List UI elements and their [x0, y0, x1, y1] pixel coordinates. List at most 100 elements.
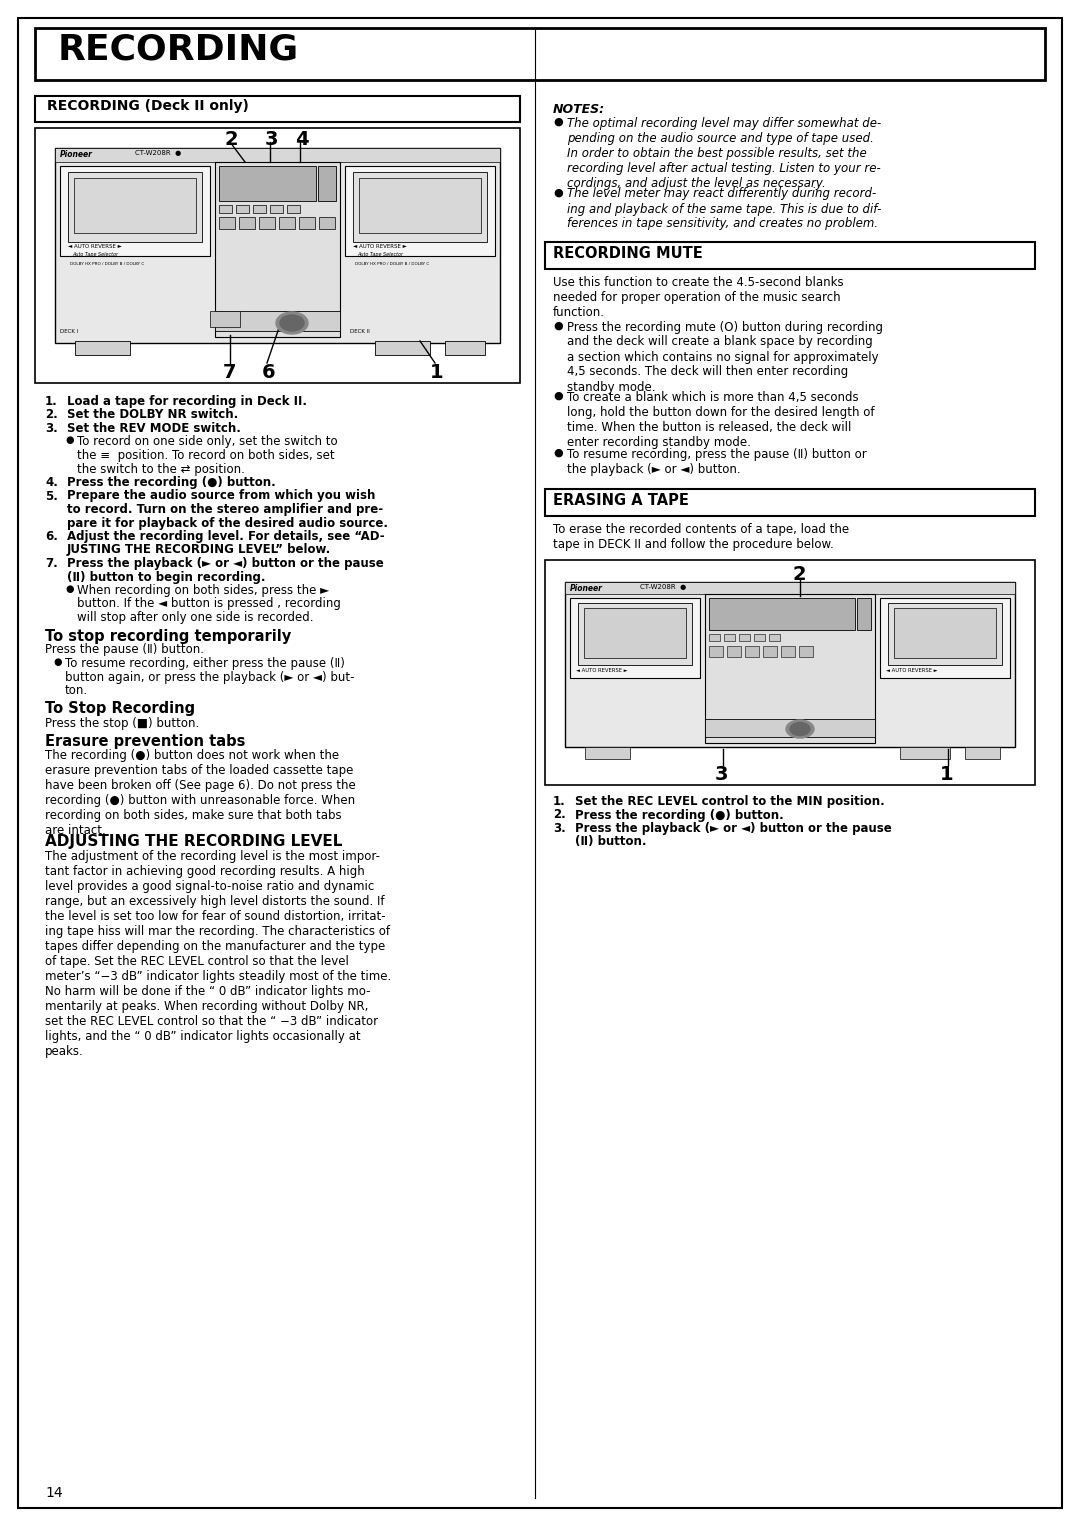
- Bar: [565, 581, 1015, 594]
- Text: Auto Tape Selector: Auto Tape Selector: [72, 252, 118, 256]
- Bar: [570, 598, 700, 678]
- Text: ◄ AUTO REVERSE ►: ◄ AUTO REVERSE ►: [576, 668, 627, 673]
- Text: DECK I: DECK I: [60, 330, 78, 334]
- Bar: [35, 96, 519, 122]
- Bar: [375, 340, 430, 356]
- Text: 1: 1: [940, 765, 954, 784]
- Bar: [219, 166, 316, 201]
- Text: 3: 3: [265, 130, 279, 150]
- Bar: [35, 128, 519, 383]
- Text: to record. Turn on the stereo amplifier and pre-: to record. Turn on the stereo amplifier …: [67, 504, 383, 516]
- Text: (Ⅱ) button.: (Ⅱ) button.: [575, 836, 647, 848]
- Text: The adjustment of the recording level is the most impor-
tant factor in achievin: The adjustment of the recording level is…: [45, 850, 391, 1058]
- Text: RECORDING MUTE: RECORDING MUTE: [553, 246, 703, 261]
- Text: ADJUSTING THE RECORDING LEVEL: ADJUSTING THE RECORDING LEVEL: [45, 835, 342, 848]
- Bar: [215, 162, 340, 337]
- Text: the switch to the ⇄ position.: the switch to the ⇄ position.: [77, 462, 245, 476]
- Bar: [219, 204, 232, 214]
- Bar: [299, 217, 315, 229]
- Text: ◄ AUTO REVERSE ►: ◄ AUTO REVERSE ►: [68, 244, 122, 249]
- Text: 2.: 2.: [45, 409, 57, 421]
- Bar: [237, 204, 249, 214]
- Bar: [55, 148, 500, 162]
- Text: 2.: 2.: [553, 809, 566, 821]
- Bar: [708, 633, 720, 641]
- Text: RECORDING (Deck II only): RECORDING (Deck II only): [48, 99, 248, 113]
- Text: Press the recording (●) button.: Press the recording (●) button.: [575, 809, 784, 821]
- Text: Press the playback (► or ◄) button or the pause: Press the playback (► or ◄) button or th…: [575, 823, 892, 835]
- Text: To resume recording, either press the pause (Ⅱ): To resume recording, either press the pa…: [65, 658, 345, 670]
- Text: Set the REV MODE switch.: Set the REV MODE switch.: [67, 423, 241, 435]
- Bar: [287, 204, 300, 214]
- Text: To stop recording temporarily: To stop recording temporarily: [45, 629, 292, 644]
- Text: To Stop Recording: To Stop Recording: [45, 702, 195, 717]
- Text: 7: 7: [222, 363, 237, 382]
- Bar: [762, 645, 777, 658]
- Text: ●: ●: [553, 320, 563, 331]
- Bar: [578, 603, 692, 665]
- Text: 1: 1: [430, 363, 444, 382]
- Text: ●: ●: [553, 188, 563, 197]
- Bar: [239, 217, 255, 229]
- Text: ●: ●: [553, 118, 563, 127]
- Bar: [318, 166, 336, 201]
- Text: Press the recording (●) button.: Press the recording (●) button.: [67, 476, 275, 488]
- Bar: [219, 217, 235, 229]
- Bar: [35, 27, 1045, 79]
- Text: 5.: 5.: [45, 490, 58, 502]
- Text: ●: ●: [553, 449, 563, 458]
- Text: Pioneer: Pioneer: [570, 584, 603, 594]
- Text: 3.: 3.: [553, 823, 566, 835]
- Text: Auto Tape Selector: Auto Tape Selector: [357, 252, 403, 256]
- Text: 6: 6: [262, 363, 275, 382]
- Text: To record on one side only, set the switch to: To record on one side only, set the swit…: [77, 435, 338, 449]
- Bar: [253, 204, 266, 214]
- Ellipse shape: [786, 720, 814, 739]
- Text: When recording on both sides, press the ►: When recording on both sides, press the …: [77, 584, 329, 597]
- Bar: [966, 748, 1000, 758]
- Text: Adjust the recording level. For details, see “AD-: Adjust the recording level. For details,…: [67, 530, 384, 543]
- Text: CT-W208R  ●: CT-W208R ●: [135, 150, 181, 156]
- Text: button. If the ◄ button is pressed , recording: button. If the ◄ button is pressed , rec…: [77, 598, 341, 610]
- Text: ●: ●: [65, 584, 73, 594]
- Bar: [584, 607, 686, 658]
- Bar: [739, 633, 750, 641]
- Text: will stop after only one side is recorded.: will stop after only one side is recorde…: [77, 610, 313, 624]
- Text: 3: 3: [715, 765, 729, 784]
- Bar: [319, 217, 335, 229]
- Bar: [708, 645, 723, 658]
- Text: CT-W208R  ●: CT-W208R ●: [640, 584, 686, 591]
- Bar: [705, 719, 875, 737]
- Text: Load a tape for recording in Deck II.: Load a tape for recording in Deck II.: [67, 395, 307, 407]
- Text: ●: ●: [53, 658, 62, 667]
- Text: DOLBY HX PRO / DOLBY B / DOLBY C: DOLBY HX PRO / DOLBY B / DOLBY C: [70, 262, 145, 266]
- Bar: [888, 603, 1002, 665]
- Text: NOTES:: NOTES:: [553, 102, 605, 116]
- Text: The level meter may react differently during record-
ing and playback of the sam: The level meter may react differently du…: [567, 188, 881, 230]
- Bar: [259, 217, 275, 229]
- Text: ◄ AUTO REVERSE ►: ◄ AUTO REVERSE ►: [353, 244, 407, 249]
- Bar: [708, 598, 855, 630]
- Text: ●: ●: [553, 391, 563, 401]
- Bar: [345, 166, 495, 256]
- Text: ton.: ton.: [65, 684, 89, 697]
- Bar: [724, 633, 735, 641]
- Bar: [545, 560, 1035, 784]
- Text: the ≡  position. To record on both sides, set: the ≡ position. To record on both sides,…: [77, 449, 335, 462]
- Bar: [353, 172, 487, 243]
- Text: ◄ AUTO REVERSE ►: ◄ AUTO REVERSE ►: [886, 668, 937, 673]
- Text: ERASING A TAPE: ERASING A TAPE: [553, 493, 689, 508]
- Text: The optimal recording level may differ somewhat de-
pending on the audio source : The optimal recording level may differ s…: [567, 118, 881, 191]
- Text: JUSTING THE RECORDING LEVEL” below.: JUSTING THE RECORDING LEVEL” below.: [67, 543, 332, 557]
- Bar: [215, 311, 340, 331]
- Bar: [754, 633, 765, 641]
- Text: RECORDING: RECORDING: [58, 32, 299, 66]
- Bar: [359, 179, 481, 233]
- Text: 2: 2: [225, 130, 239, 150]
- Text: 7.: 7.: [45, 557, 57, 571]
- Bar: [75, 179, 195, 233]
- Text: Set the REC LEVEL control to the MIN position.: Set the REC LEVEL control to the MIN pos…: [575, 795, 885, 807]
- Bar: [55, 148, 500, 343]
- Bar: [210, 311, 240, 327]
- Bar: [769, 633, 780, 641]
